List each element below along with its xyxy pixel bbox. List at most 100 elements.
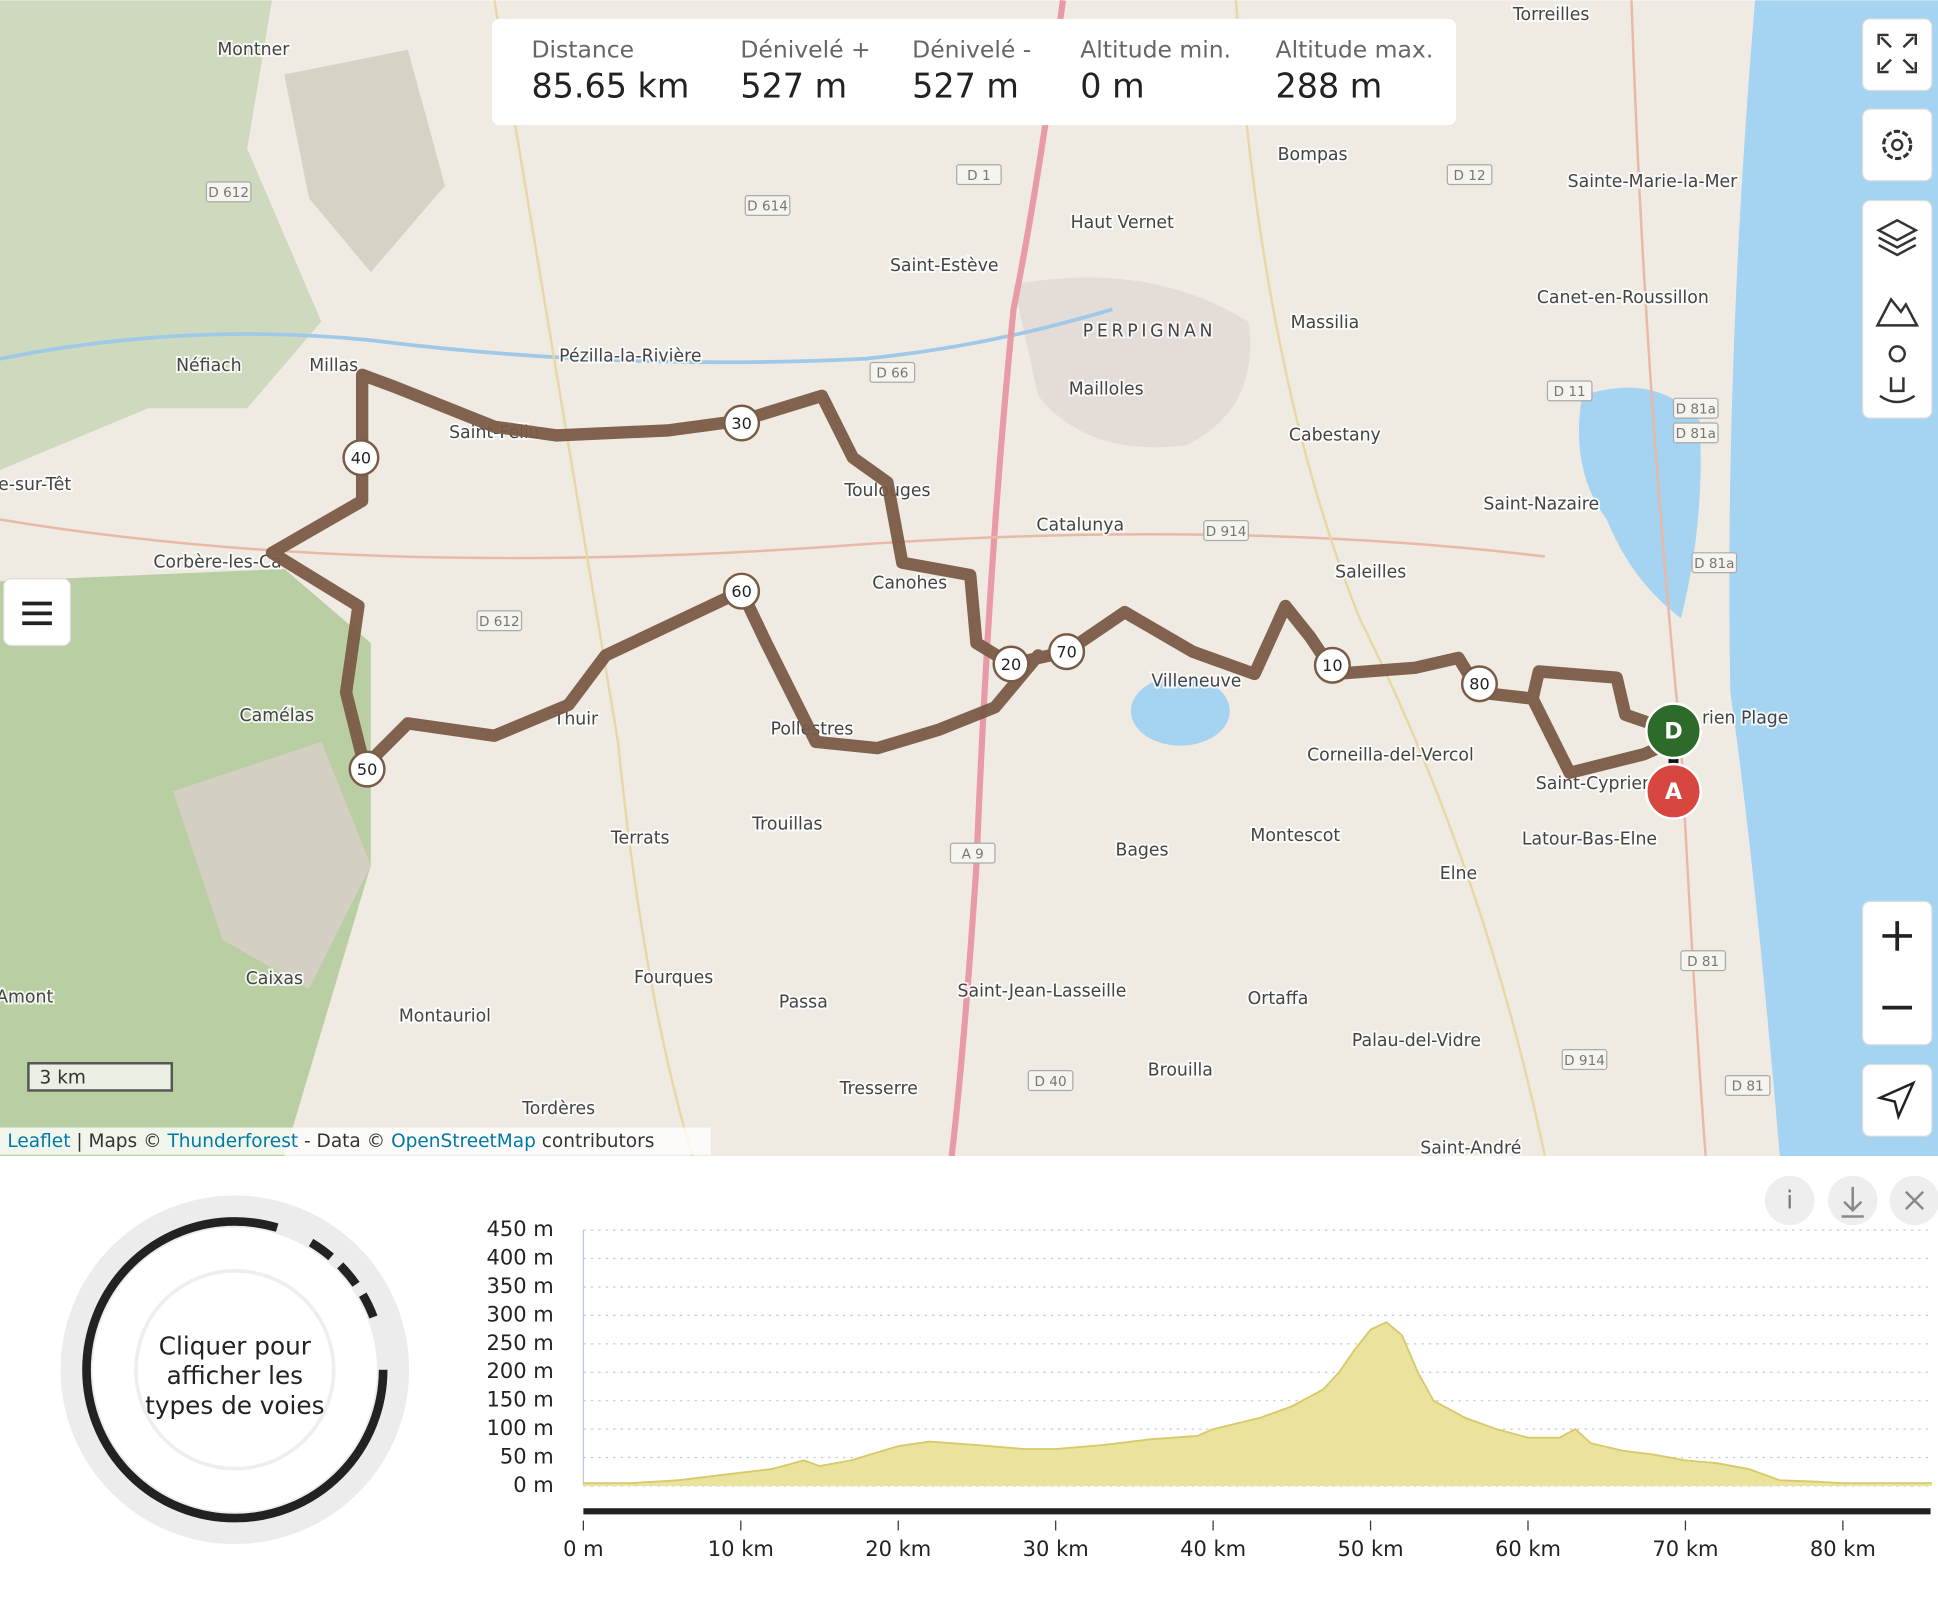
place-label: PERPIGNAN [1083,322,1216,342]
place-label: Villeneuve [1151,671,1241,691]
place-label: rien Plage [1702,708,1788,728]
road-badge [1546,380,1593,402]
km-label: 30 [731,414,751,433]
place-label: Pézilla-la-Rivière [559,346,701,366]
km-marker [1313,646,1351,684]
road-badge [949,842,996,864]
road-label: D 81a [1676,426,1716,442]
y-tick-label: 250 m [486,1330,553,1355]
icon [1875,297,1920,327]
km-marker [723,572,761,610]
icon [1877,33,1917,74]
road-label: D 614 [747,199,788,215]
km-label: 50 [357,760,377,779]
road-label: D 81 [1732,1079,1764,1095]
attribution-bg [0,1127,711,1155]
place-label: Corbère-les-Ca [153,553,281,573]
layers-panel[interactable] [1861,199,1933,419]
end-marker[interactable] [1645,762,1702,820]
place-label: Terrats [610,828,670,848]
stat-value: 527 m [740,67,847,106]
km-marker [348,750,386,788]
road-label: D 612 [208,185,249,201]
link[interactable]: Leaflet [7,1131,70,1152]
place-label: Montauriol [399,1006,491,1026]
y-tick-label: 50 m [500,1444,554,1469]
x-tick-label: 60 km [1495,1536,1561,1561]
place-label: Elne [1440,864,1477,884]
road-badge [1691,552,1738,574]
place-label: Bompas [1278,145,1348,165]
x-tick-label: 10 km [708,1536,774,1561]
stat-label: Dénivelé + [740,36,870,64]
start-marker[interactable] [1645,702,1702,760]
place-label: Tresserre [839,1079,918,1099]
y-tick-label: 300 m [486,1301,553,1326]
place-label: Cabestany [1289,425,1381,445]
place-label: Camélas [240,706,315,726]
place-label: Massilia [1291,313,1360,333]
road-badge [744,194,791,217]
place-label: Thuir [553,710,599,730]
start-label: D [1664,719,1682,745]
place-label: Millas [309,356,358,376]
route [265,368,1679,779]
road-badge [476,610,523,632]
road-badge [1672,397,1719,419]
settings-button[interactable] [1861,108,1933,182]
place-label: Sainte-Marie-la-Mer [1568,172,1739,192]
y-tick-label: 0 m [513,1472,554,1497]
place-label: Saint-André [1420,1139,1521,1159]
fullscreen-button[interactable] [1861,18,1933,92]
x-tick-label: 40 km [1180,1536,1246,1561]
icon [1891,138,1904,152]
place-label: Torreilles [1512,5,1589,25]
km-label: 70 [1056,642,1076,661]
place-label: Brouilla [1148,1061,1213,1081]
place-label: Fourques [634,968,713,988]
place-label: Caixas [246,969,303,989]
place-label: Tordères [521,1099,595,1119]
place-label: Saint-Estève [890,256,999,276]
svg-text:i: i [1786,1186,1793,1215]
road-badge [1027,1070,1074,1092]
text: | Maps © [70,1131,167,1152]
panel-buttons[interactable]: i [1764,1175,1938,1226]
x-tick-label: 50 km [1338,1536,1404,1561]
road-badge [1680,950,1727,972]
place-label: Saleilles [1335,563,1406,583]
place-label: Haut Vernet [1071,213,1174,233]
x-tick-label: 80 km [1810,1536,1876,1561]
place-label: Trouillas [751,815,822,835]
road-label: D 11 [1554,384,1586,400]
donut-text: types de voies [145,1391,324,1420]
road-badge [1724,1075,1771,1097]
text: - Data © [298,1131,391,1152]
menu-button[interactable] [3,578,72,647]
road-badge [1446,164,1493,186]
link[interactable]: OpenStreetMap [391,1131,536,1152]
km-marker [342,439,380,477]
place-label: Bages [1115,841,1168,861]
place-label: e-sur-Têt [0,475,71,495]
locate-button[interactable] [1861,1063,1933,1137]
map[interactable] [0,0,1938,1157]
place-label: Canet-en-Roussillon [1537,288,1709,308]
y-tick-label: 100 m [486,1415,553,1440]
zoom-control[interactable] [1861,900,1933,1046]
km-label: 40 [351,448,371,467]
road-label: D 914 [1206,524,1247,540]
road-label: D 81 [1687,954,1719,970]
donut[interactable] [60,1195,410,1545]
place-label: Saint-Jean-Lasseille [958,982,1127,1002]
road-label: D 81a [1676,401,1716,417]
x-tick-label: 30 km [1023,1536,1089,1561]
road-badge [1561,1049,1608,1071]
icon [1876,1080,1916,1121]
x-tick-label: 70 km [1652,1536,1718,1561]
link[interactable]: Thunderforest [166,1131,298,1152]
icon [1879,345,1916,404]
donut-text: Cliquer pour [159,1332,312,1361]
